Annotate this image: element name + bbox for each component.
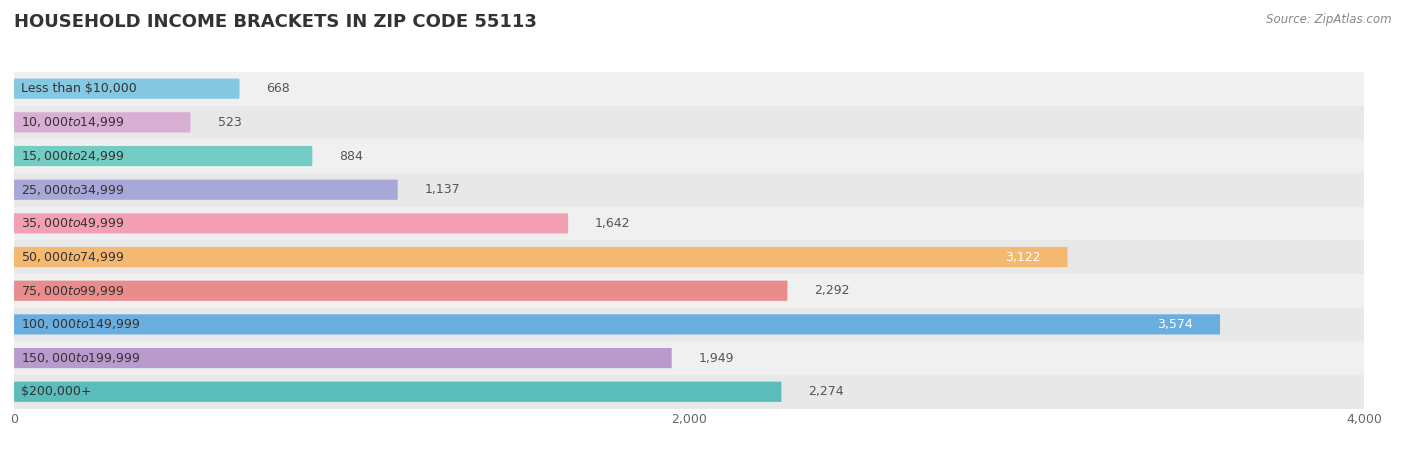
Text: 1,137: 1,137 [425, 183, 460, 196]
Text: HOUSEHOLD INCOME BRACKETS IN ZIP CODE 55113: HOUSEHOLD INCOME BRACKETS IN ZIP CODE 55… [14, 13, 537, 31]
Bar [14, 72, 1364, 106]
Text: $25,000 to $34,999: $25,000 to $34,999 [21, 183, 124, 197]
Text: 523: 523 [218, 116, 242, 129]
FancyBboxPatch shape [14, 146, 312, 166]
FancyBboxPatch shape [14, 112, 191, 132]
Text: Less than $10,000: Less than $10,000 [21, 82, 136, 95]
Text: $35,000 to $49,999: $35,000 to $49,999 [21, 216, 124, 230]
Text: Source: ZipAtlas.com: Source: ZipAtlas.com [1267, 13, 1392, 26]
FancyBboxPatch shape [14, 348, 672, 368]
Bar [14, 207, 1364, 240]
Text: 3,574: 3,574 [1157, 318, 1194, 331]
Text: 3,122: 3,122 [1005, 251, 1040, 264]
Text: 2,292: 2,292 [814, 284, 851, 297]
Text: 2,274: 2,274 [808, 385, 844, 398]
FancyBboxPatch shape [14, 180, 398, 200]
Bar [14, 106, 1364, 139]
Text: 668: 668 [267, 82, 290, 95]
Text: $75,000 to $99,999: $75,000 to $99,999 [21, 284, 124, 298]
Text: 1,642: 1,642 [595, 217, 631, 230]
Bar [14, 375, 1364, 409]
FancyBboxPatch shape [14, 281, 787, 301]
Bar [14, 240, 1364, 274]
Text: 1,949: 1,949 [699, 352, 734, 365]
FancyBboxPatch shape [14, 314, 1220, 335]
FancyBboxPatch shape [14, 382, 782, 402]
FancyBboxPatch shape [14, 213, 568, 233]
Text: $50,000 to $74,999: $50,000 to $74,999 [21, 250, 124, 264]
Text: $10,000 to $14,999: $10,000 to $14,999 [21, 115, 124, 129]
FancyBboxPatch shape [14, 247, 1067, 267]
Bar [14, 173, 1364, 207]
Bar [14, 274, 1364, 308]
Text: $200,000+: $200,000+ [21, 385, 91, 398]
Text: 884: 884 [339, 150, 363, 163]
Bar [14, 341, 1364, 375]
Text: $100,000 to $149,999: $100,000 to $149,999 [21, 317, 141, 331]
Text: $15,000 to $24,999: $15,000 to $24,999 [21, 149, 124, 163]
Bar [14, 308, 1364, 341]
Text: $150,000 to $199,999: $150,000 to $199,999 [21, 351, 141, 365]
FancyBboxPatch shape [14, 79, 239, 99]
Bar [14, 139, 1364, 173]
